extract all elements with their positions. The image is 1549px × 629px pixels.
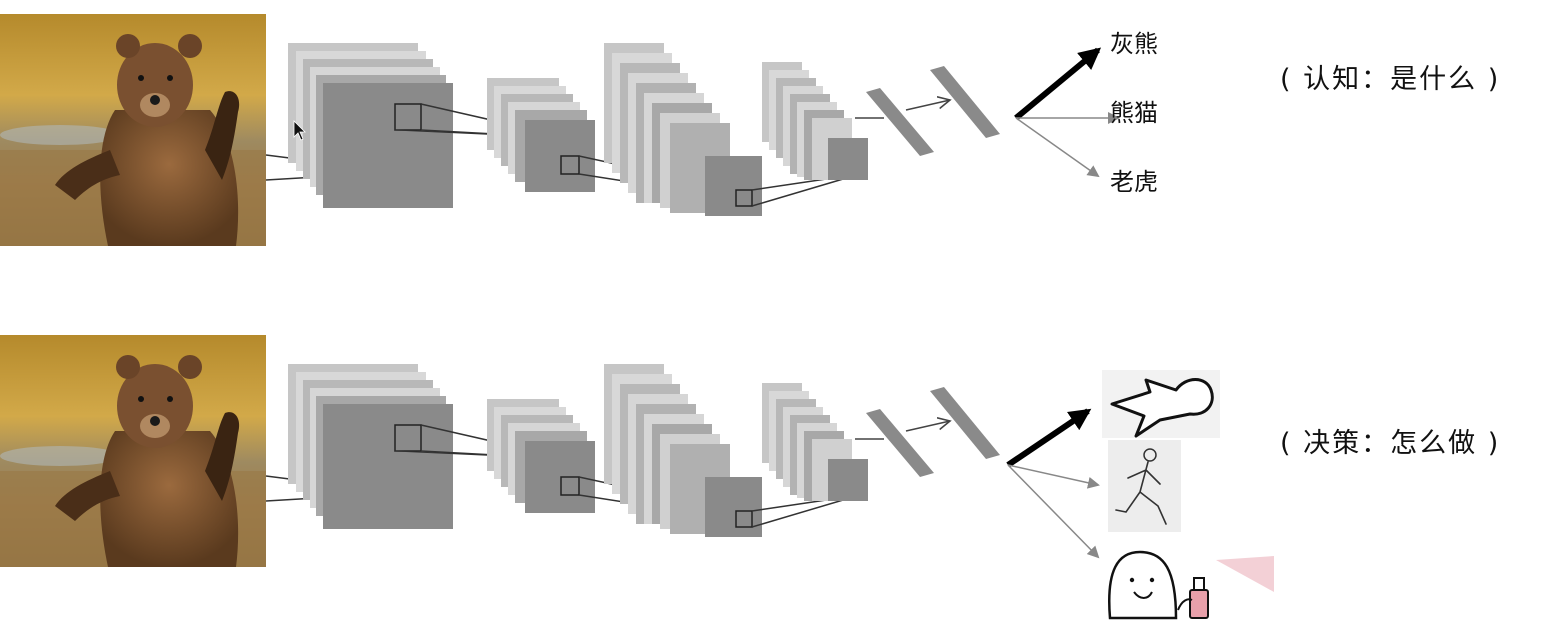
conv-block-1 xyxy=(288,43,571,208)
decision-output-arrows xyxy=(1006,408,1100,559)
bear-photo xyxy=(0,14,401,246)
spray-icon xyxy=(1104,548,1274,620)
conv-block-2 xyxy=(487,78,746,201)
fc-layers xyxy=(855,66,1000,156)
cognition-output-arrows xyxy=(1014,47,1120,178)
fc-layers-b xyxy=(855,387,1000,477)
mouse-cursor-icon xyxy=(293,120,306,141)
lie-down-icon xyxy=(1102,370,1220,438)
conv-block-4b xyxy=(762,383,868,501)
output-label-panda: 熊猫 xyxy=(1110,99,1158,127)
run-icon xyxy=(1108,440,1181,532)
conv-block-3 xyxy=(604,43,861,216)
conv-block-3b xyxy=(604,364,861,537)
output-label-grizzly: 灰熊 xyxy=(1110,30,1158,58)
conv-block-4 xyxy=(762,62,868,180)
row-decision xyxy=(0,335,1100,567)
output-label-tiger: 老虎 xyxy=(1110,168,1158,196)
bear-photo-2 xyxy=(0,335,401,567)
conv-block-1b xyxy=(288,364,571,529)
decision-caption: ( 决策：怎么做 ) xyxy=(1280,428,1501,459)
row-cognition xyxy=(0,14,1120,246)
cognition-caption: ( 认知：是什么 ) xyxy=(1280,64,1501,95)
conv-block-2b xyxy=(487,399,746,522)
